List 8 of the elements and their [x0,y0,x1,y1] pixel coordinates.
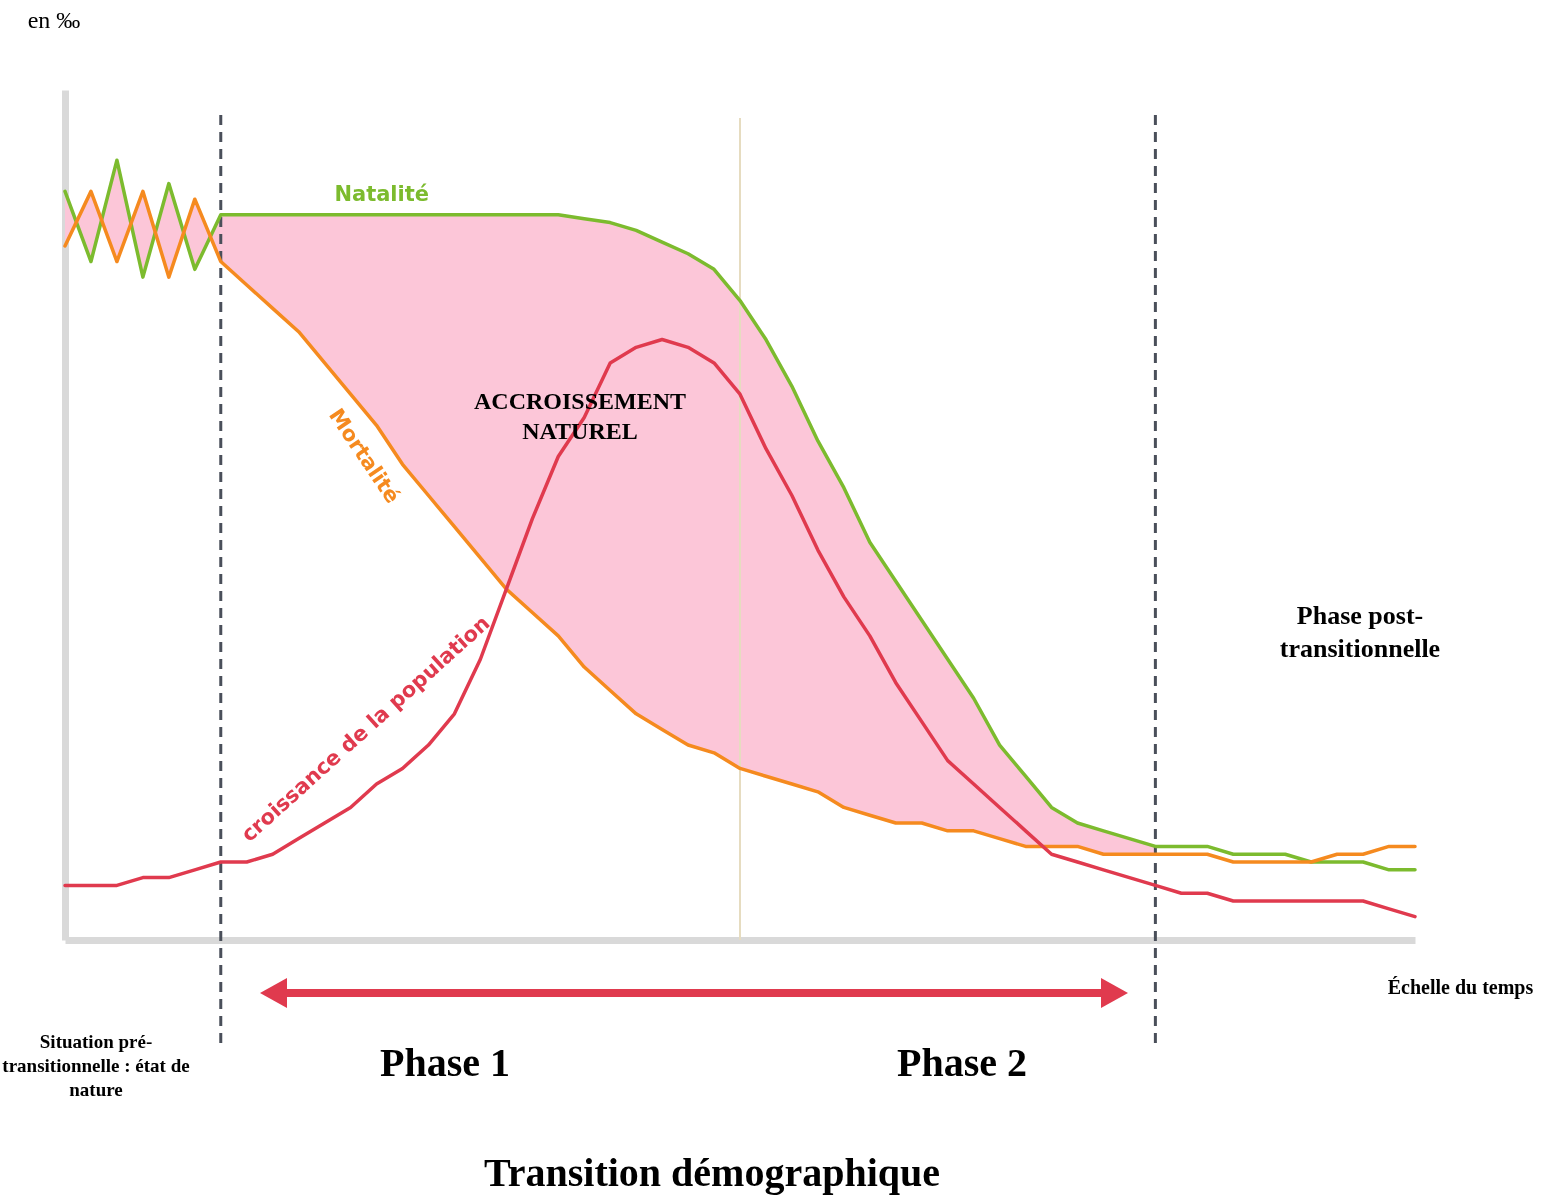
series-label: Natalité [334,182,430,207]
text: Transition démographique [483,1149,941,1196]
text: Situation pré-transitionnelle : état de nature [1,1030,191,1102]
x-axis-title: Échelle du temps [1387,975,1534,999]
text: en ‰ [26,6,82,35]
text: Phase 2 [896,1039,1028,1087]
annotation: Phase post-transitionnelle [1278,599,1442,664]
text: Phase 1 [379,1039,511,1087]
